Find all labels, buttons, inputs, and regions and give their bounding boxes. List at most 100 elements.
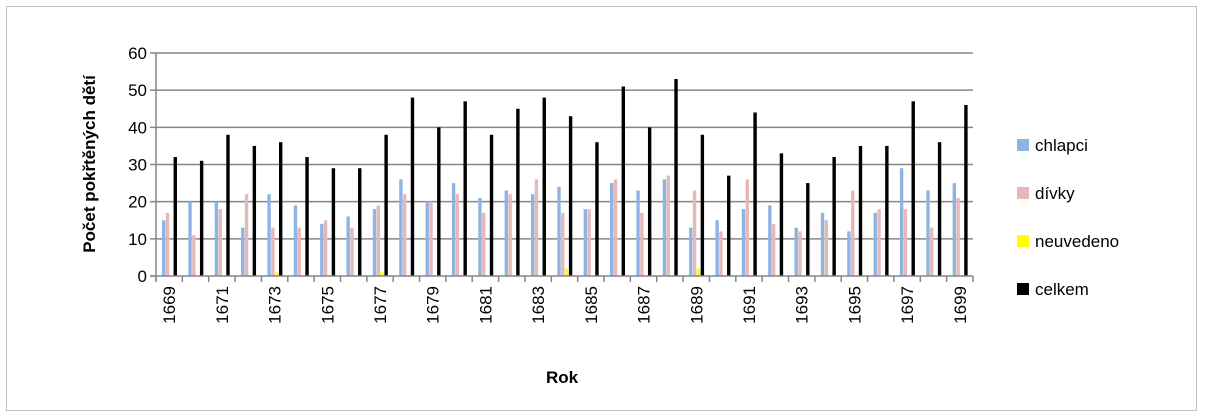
legend-label-dívky: dívky — [1035, 184, 1075, 203]
bar-chlapci-1695 — [847, 231, 851, 276]
bar-celkem-1694 — [832, 157, 836, 276]
bar-chlapci-1692 — [768, 205, 772, 276]
bar-chlapci-1691 — [741, 209, 746, 276]
bar-neuvedeno-1684 — [564, 268, 569, 276]
bar-neuvedeno-1673 — [274, 272, 279, 276]
bar-celkem-1690 — [727, 175, 731, 276]
bar-dívky-1671 — [218, 209, 222, 276]
bar-celkem-1682 — [516, 108, 520, 276]
bar-chlapci-1699 — [952, 183, 957, 276]
y-tick-label: 10 — [128, 230, 147, 249]
bar-celkem-1671 — [226, 134, 230, 276]
axes — [150, 52, 974, 282]
bar-dívky-1698 — [930, 227, 934, 276]
bar-celkem-1692 — [779, 153, 784, 276]
bar-dívky-1693 — [798, 231, 802, 276]
bar-dívky-1674 — [297, 227, 301, 276]
y-tick-label: 30 — [128, 156, 147, 175]
bar-dívky-1695 — [851, 190, 855, 276]
x-tick-label: 1689 — [687, 286, 706, 324]
bar-celkem-1669 — [173, 157, 177, 276]
bar-chlapci-1669 — [161, 220, 166, 276]
bar-celkem-1695 — [858, 145, 863, 276]
bar-celkem-1678 — [410, 97, 415, 276]
gridlines — [156, 52, 973, 240]
bar-celkem-1685 — [595, 142, 599, 276]
bar-dívky-1694 — [824, 220, 829, 276]
bar-dívky-1689 — [692, 190, 697, 276]
bar-dívky-1673 — [271, 227, 275, 276]
x-tick-label: 1679 — [424, 286, 443, 324]
bar-celkem-1691 — [753, 112, 757, 276]
bar-chlapci-1683 — [530, 194, 535, 276]
legend-label-celkem: celkem — [1035, 280, 1089, 299]
bar-chlapci-1685 — [583, 209, 588, 276]
bar-chlapci-1686 — [610, 183, 614, 276]
legend: chlapci dívky neuvedeno celkem — [1017, 136, 1119, 299]
x-tick-label: 1683 — [529, 286, 548, 324]
bar-dívky-1686 — [613, 179, 618, 276]
bar-celkem-1686 — [621, 86, 626, 276]
bar-chlapci-1688 — [662, 179, 667, 276]
bar-celkem-1672 — [252, 145, 257, 276]
bar-neuvedeno-1689 — [696, 268, 701, 276]
x-tick-label: 1685 — [582, 286, 601, 324]
bar-dívky-1675 — [323, 220, 328, 276]
bar-dívky-1682 — [508, 194, 512, 276]
bar-dívky-1678 — [402, 194, 407, 276]
bars — [161, 79, 968, 277]
y-tick-label: 20 — [128, 193, 147, 212]
bar-chlapci-1690 — [715, 220, 719, 276]
bar-chlapci-1684 — [557, 186, 561, 276]
bar-dívky-1684 — [561, 212, 565, 276]
bar-chlapci-1687 — [636, 190, 640, 276]
bar-chlapci-1698 — [926, 190, 930, 276]
x-tick-label: 1687 — [635, 286, 654, 324]
bar-celkem-1687 — [647, 127, 652, 276]
x-tick-label: 1669 — [160, 286, 179, 324]
bar-celkem-1699 — [964, 105, 968, 277]
x-tick-label: 1697 — [898, 286, 917, 324]
bar-dívky-1696 — [877, 209, 881, 276]
bar-celkem-1693 — [806, 183, 810, 276]
y-tick-labels: 0 10 20 30 40 50 60 — [128, 44, 147, 286]
x-tick-label: 1693 — [793, 286, 812, 324]
bar-chlapci-1678 — [399, 179, 403, 276]
bar-dívky-1687 — [640, 212, 644, 276]
bar-chlapci-1682 — [504, 190, 508, 276]
bar-chlapci-1694 — [820, 212, 825, 276]
legend-swatch-dívky — [1017, 187, 1029, 199]
bar-celkem-1674 — [305, 157, 309, 276]
x-tick-label: 1671 — [213, 286, 232, 324]
bar-celkem-1677 — [384, 134, 388, 276]
bar-dívky-1697 — [903, 209, 908, 276]
bar-dívky-1691 — [745, 179, 749, 276]
y-tick-label: 0 — [138, 267, 147, 286]
bar-dívky-1677 — [376, 205, 381, 276]
x-tick-label: 1681 — [476, 286, 495, 324]
bar-dívky-1672 — [244, 194, 249, 276]
bar-celkem-1680 — [463, 101, 467, 276]
bar-chlapci-1697 — [899, 168, 904, 276]
bar-celkem-1688 — [674, 79, 678, 277]
bar-chlapci-1676 — [346, 216, 350, 276]
bar-chlapci-1693 — [794, 227, 798, 276]
bar-chlapci-1673 — [267, 194, 271, 276]
bar-chlapci-1674 — [293, 205, 298, 276]
bar-chlapci-1670 — [188, 201, 192, 276]
chart-frame: 0 10 20 30 40 50 60 1669 1671 1673 1675 1677 1679 16… — [6, 6, 1197, 411]
bar-chlapci-1689 — [689, 227, 693, 276]
x-tick-label: 1699 — [951, 286, 970, 324]
bar-dívky-1676 — [350, 227, 354, 276]
bar-celkem-1689 — [700, 134, 705, 276]
bar-chlapci-1672 — [241, 227, 245, 276]
bar-chlapci-1671 — [214, 201, 219, 276]
legend-swatch-chlapci — [1017, 139, 1029, 151]
x-tick-labels: 1669 1671 1673 1675 1677 1679 1681 1683 1685 1687… — [160, 286, 970, 324]
legend-swatch-neuvedeno — [1017, 235, 1029, 247]
y-axis-title: Počet pokřtěných dětí — [80, 74, 99, 253]
bar-chlapci-1679 — [425, 201, 429, 276]
bar-neuvedeno-1677 — [380, 272, 384, 276]
bar-dívky-1692 — [771, 223, 776, 276]
bar-celkem-1697 — [911, 101, 915, 276]
